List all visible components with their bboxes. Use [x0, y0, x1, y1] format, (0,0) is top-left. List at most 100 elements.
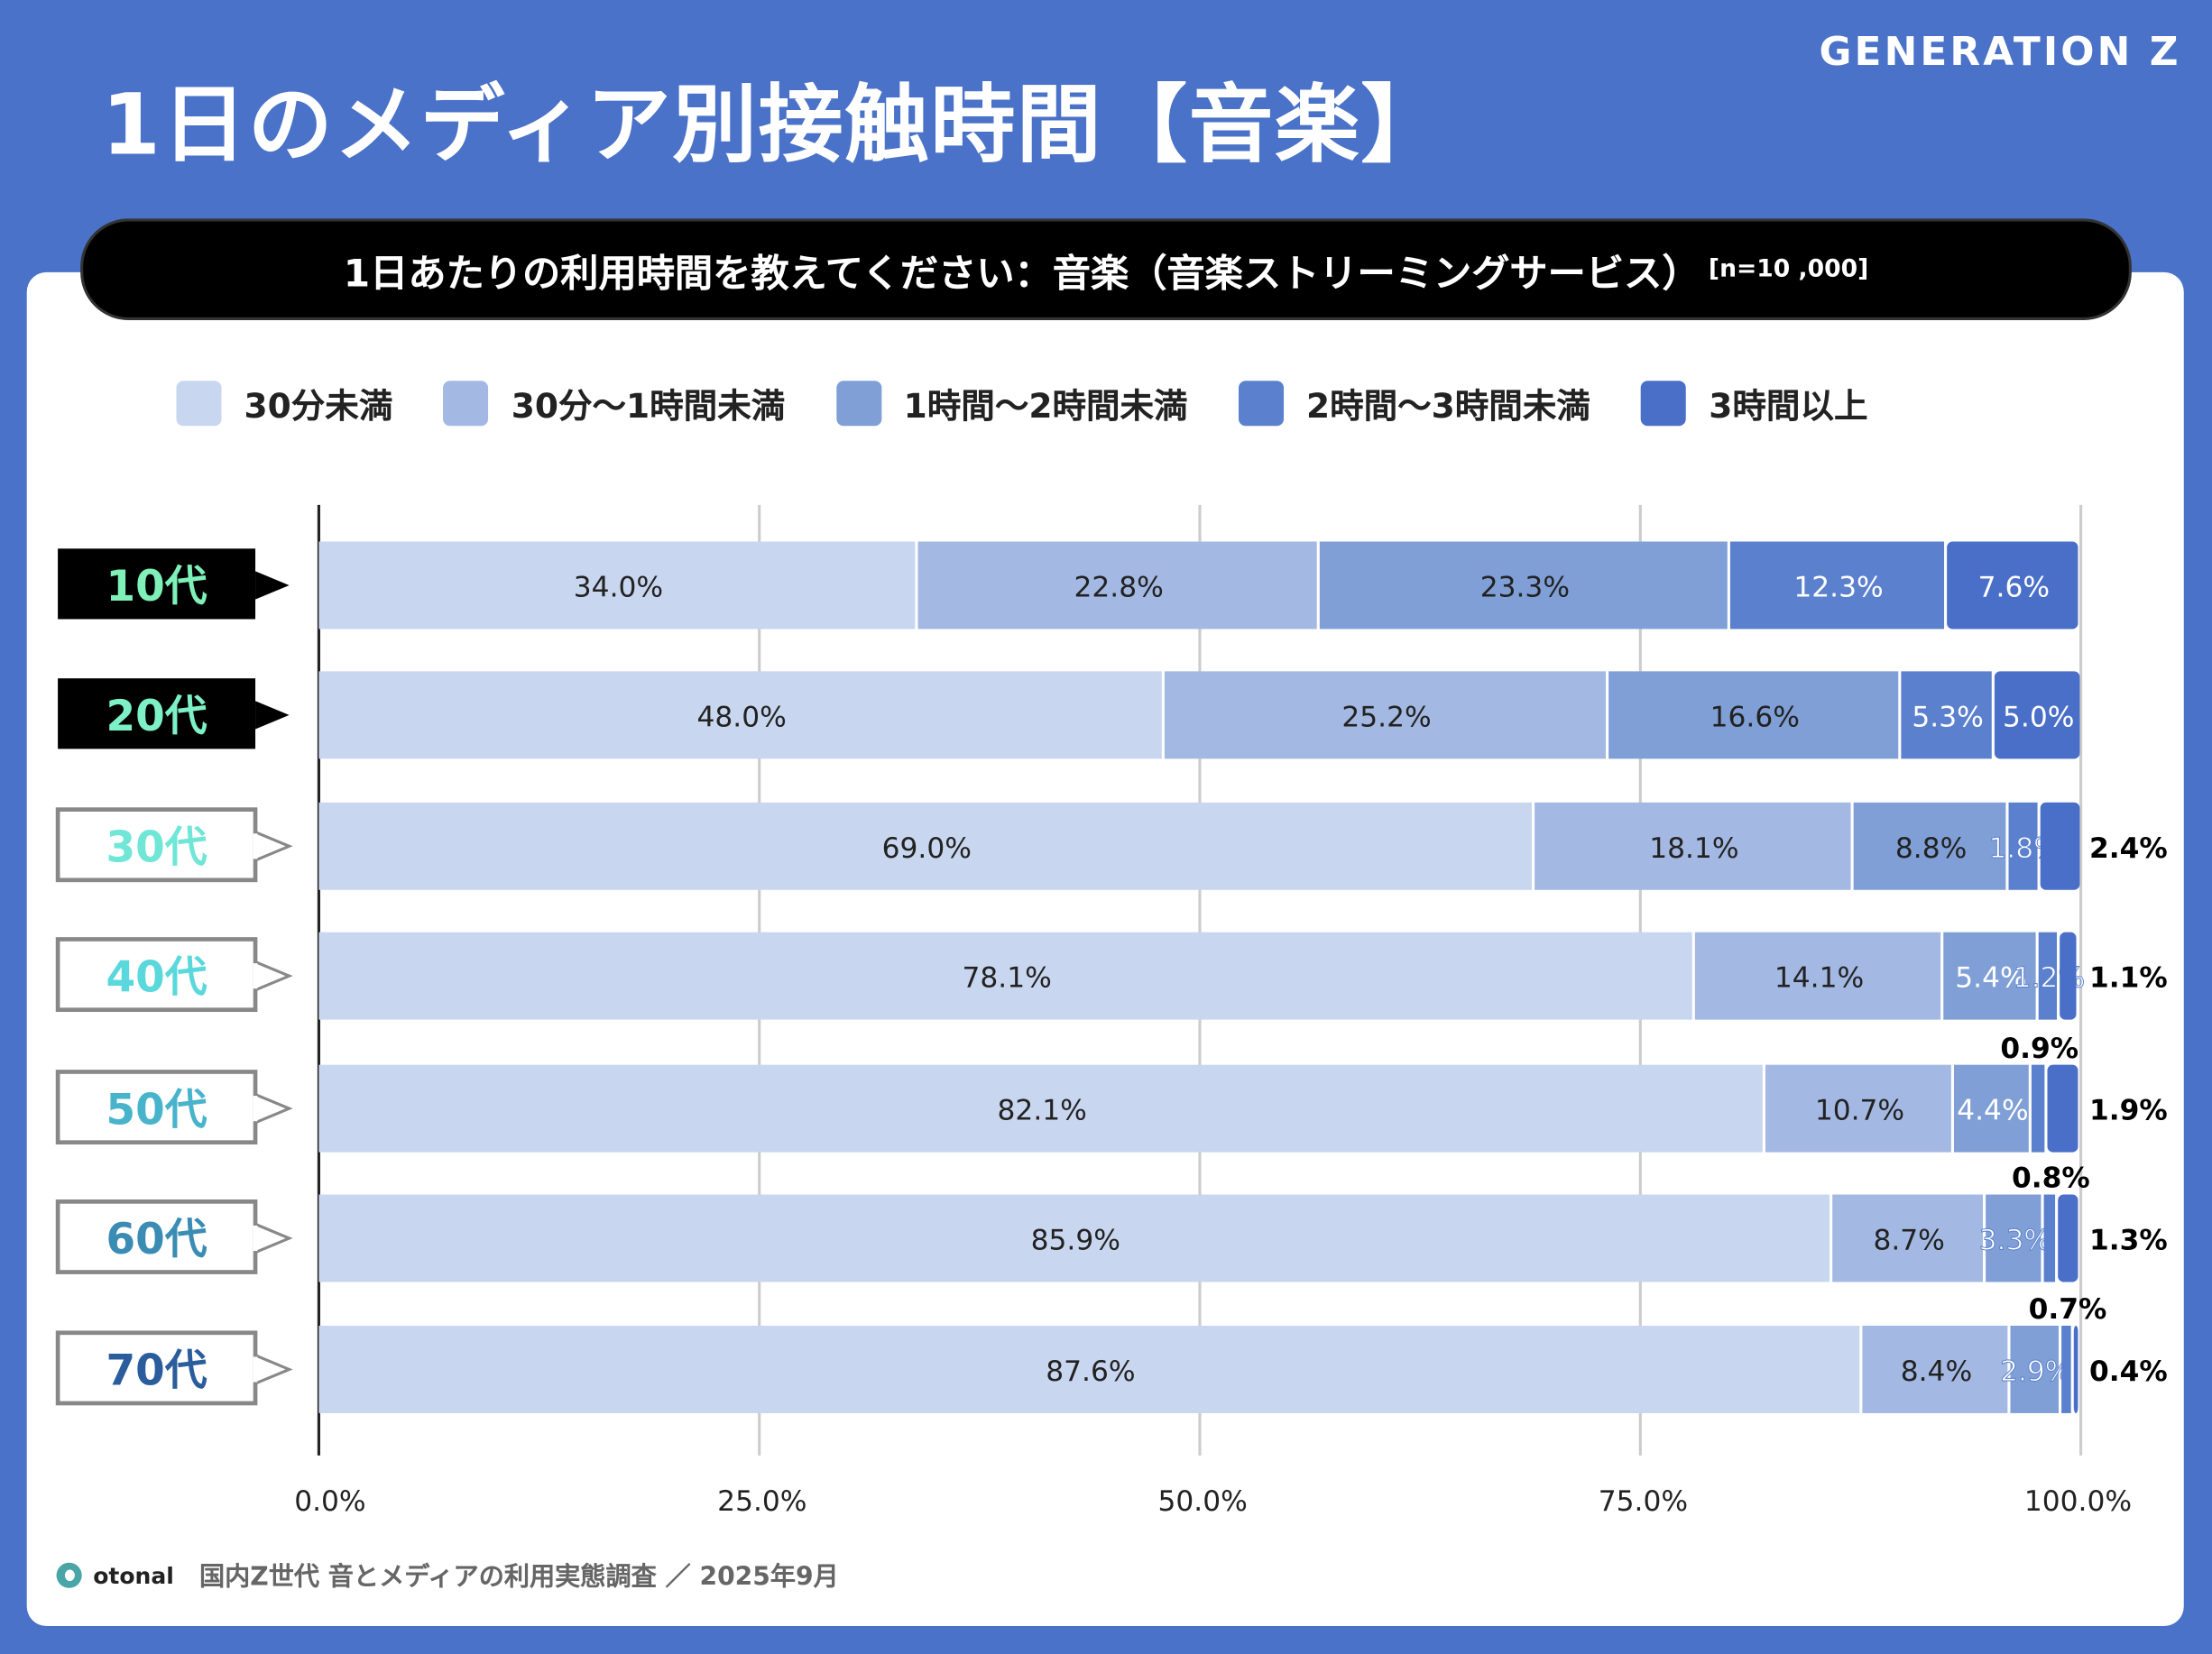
x-tick-label: 75.0% [1599, 1485, 1688, 1518]
bar-segment [917, 541, 1317, 629]
bar-segment [1729, 541, 1945, 629]
age-label-pointer [255, 701, 290, 730]
age-label: 10代 [106, 562, 207, 611]
age-label-box [55, 937, 258, 1013]
data-label: 12.3% [1793, 571, 1883, 603]
question-banner: 1日あたりの利用時間を教えてください：音楽（音楽ストリーミングサービス） [n=… [80, 218, 2132, 320]
legend-swatch [835, 380, 881, 426]
bar-segment [2040, 802, 2080, 890]
data-label: 1.1% [2089, 962, 2168, 995]
age-label-box [55, 1199, 258, 1274]
data-label: 78.1% [962, 962, 1051, 995]
legend: 30分未満 30分〜1時間未満 1時間〜2時間未満 2時間〜3時間未満 3時間以上 [176, 378, 1868, 427]
age-label-box [55, 807, 258, 883]
data-label: 23.3% [1480, 571, 1570, 603]
bar-segment [1862, 1325, 2008, 1413]
bar-segment [1319, 541, 1728, 629]
data-label: 5.0% [2003, 701, 2074, 733]
bar-segment [318, 541, 916, 629]
legend-item: 30分未満 [176, 378, 392, 427]
otonal-logo-icon [56, 1562, 82, 1588]
age-label: 30代 [106, 822, 207, 872]
legend-item: 30分〜1時間未満 [443, 378, 786, 427]
bar-segment [2008, 802, 2038, 890]
bar-segment [2060, 932, 2077, 1020]
bar-segment [1832, 1194, 1984, 1282]
footer: otonal 国内Z世代 音とメディアの利用実態調査 ／ 2025年9月 [56, 1557, 839, 1594]
bar-segment [1608, 671, 1899, 759]
bar-segment [1986, 1194, 2041, 1282]
bar-segment [1943, 932, 2036, 1020]
data-label: 0.9% [2000, 1033, 2078, 1065]
data-label: 0.7% [2029, 1293, 2107, 1326]
data-label: 16.6% [1710, 701, 1800, 733]
data-label: 69.0% [882, 832, 972, 865]
bar-segment [318, 1064, 1763, 1153]
data-label: 8.8% [1895, 832, 1967, 865]
data-label: 10.7% [1815, 1095, 1904, 1127]
x-tick-label: 0.0% [294, 1485, 365, 1518]
data-label: 3.3% [1979, 1225, 2051, 1257]
bar-segment [1694, 932, 1941, 1020]
bar-segment [2043, 1194, 2056, 1282]
data-label: 82.1% [998, 1095, 1087, 1127]
age-label-pointer [255, 571, 290, 600]
legend-label: 30分〜1時間未満 [511, 386, 786, 427]
data-label: 8.4% [1901, 1355, 1972, 1388]
bar-segment [2073, 1325, 2078, 1413]
age-label: 50代 [106, 1085, 207, 1135]
bar-segment [1901, 671, 1992, 759]
legend-label: 3時間以上 [1709, 386, 1868, 427]
bar-segment [2010, 1325, 2059, 1413]
data-label: 85.9% [1031, 1225, 1120, 1257]
source-text: 国内Z世代 音とメディアの利用実態調査 ／ 2025年9月 [198, 1562, 839, 1593]
x-tick-label: 25.0% [717, 1485, 806, 1518]
data-label: 0.4% [2089, 1355, 2168, 1388]
data-label: 7.6% [1978, 571, 2050, 603]
data-label: 0.8% [2012, 1162, 2090, 1195]
age-label: 40代 [106, 952, 207, 1002]
bar-segment [318, 1325, 1860, 1413]
x-tick-label: 50.0% [1157, 1485, 1247, 1518]
data-label: 5.4% [1955, 962, 2026, 995]
bar-segment [2047, 1064, 2078, 1153]
age-label: 60代 [106, 1215, 207, 1264]
data-label: 25.2% [1341, 701, 1431, 733]
x-tick-label: 100.0% [2024, 1485, 2132, 1518]
bar-segment [1953, 1064, 2029, 1153]
bar-segment [318, 1194, 1830, 1282]
data-label: 2.4% [2089, 832, 2168, 865]
data-label: 4.4% [1957, 1095, 2028, 1127]
bar-segment [1765, 1064, 1951, 1153]
bar-segment [2058, 1194, 2078, 1282]
bar-segment [1164, 671, 1607, 759]
question-text: 1日あたりの利用時間を教えてください：音楽（音楽ストリーミングサービス） [343, 252, 1700, 296]
legend-item: 2時間〜3時間未満 [1238, 378, 1590, 427]
legend-item: 3時間以上 [1641, 378, 1868, 427]
age-label-pointer [253, 960, 293, 993]
data-label: 2.9% [2000, 1355, 2071, 1388]
page-title: 1日のメディア別接触時間【音楽】 [101, 76, 1447, 175]
age-label-box [55, 1070, 258, 1145]
data-label: 14.1% [1774, 962, 1864, 995]
data-label: 1.3% [2089, 1225, 2168, 1257]
legend-item: 1時間〜2時間未満 [835, 378, 1188, 427]
bar-segment [318, 932, 1692, 1020]
age-label-box [58, 678, 256, 749]
age-label-box [58, 548, 256, 620]
data-label: 34.0% [574, 571, 663, 603]
legend-swatch [1238, 380, 1284, 426]
sample-size: [n=10 ,000] [1708, 255, 1869, 284]
legend-swatch [1641, 380, 1687, 426]
bar-segment [2038, 932, 2058, 1020]
bar-segment [1853, 802, 2006, 890]
data-label: 48.0% [697, 701, 787, 733]
data-label: 22.8% [1074, 571, 1164, 603]
bar-segment [318, 802, 1532, 890]
bar-segment [318, 671, 1162, 759]
legend-label: 30分未満 [244, 386, 393, 427]
legend-swatch [443, 380, 489, 426]
bar-segment [2061, 1325, 2071, 1413]
